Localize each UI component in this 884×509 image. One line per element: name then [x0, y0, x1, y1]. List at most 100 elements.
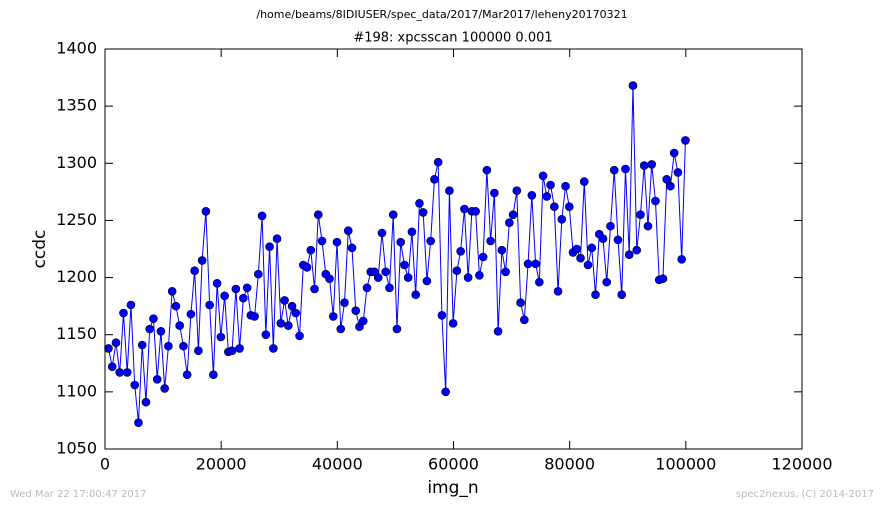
data-point	[400, 260, 409, 270]
data-point	[643, 221, 653, 231]
footer-right: spec2nexus, (C) 2014-2017	[736, 489, 874, 500]
data-point	[209, 370, 218, 380]
x-tick-label: 20000	[196, 455, 247, 474]
data-point	[306, 245, 316, 255]
data-point	[313, 210, 323, 220]
data-point	[598, 234, 608, 244]
data-point	[137, 340, 147, 350]
data-point	[422, 276, 432, 286]
data-point	[632, 245, 642, 255]
data-point	[171, 301, 181, 311]
x-tick-label: 120000	[771, 455, 832, 474]
plot-frame	[104, 48, 803, 450]
data-point	[182, 370, 192, 380]
data-point	[111, 338, 121, 348]
data-point	[553, 286, 563, 296]
data-point	[516, 298, 525, 308]
data-point	[115, 368, 125, 377]
data-point	[463, 273, 473, 282]
data-point	[310, 284, 319, 294]
data-point	[328, 312, 338, 321]
data-point	[186, 309, 196, 319]
data-point	[415, 198, 424, 208]
data-point	[673, 168, 683, 177]
y-tick-label: 1100	[56, 381, 97, 400]
data-point	[302, 262, 312, 272]
data-point	[336, 324, 346, 334]
data-point	[538, 171, 548, 181]
data-point	[220, 291, 229, 301]
data-point	[227, 346, 237, 356]
data-point	[437, 310, 447, 320]
data-point	[613, 235, 623, 245]
data-point	[669, 148, 679, 158]
data-point	[651, 196, 660, 206]
data-point	[190, 266, 199, 276]
data-point	[134, 418, 143, 428]
data-point	[317, 236, 327, 246]
data-point	[280, 296, 289, 305]
data-point	[149, 314, 158, 324]
data-point	[527, 190, 537, 200]
data-point	[621, 164, 630, 174]
data-point	[351, 306, 361, 316]
data-point	[579, 177, 589, 186]
chart-subtitle: #198: xpcsscan 100000 0.001	[353, 31, 552, 46]
data-point	[512, 186, 522, 196]
data-point	[194, 346, 203, 356]
data-point	[478, 252, 488, 262]
data-point	[636, 210, 645, 220]
x-tick-label: 80000	[544, 455, 595, 474]
data-point	[358, 316, 368, 326]
data-point	[426, 236, 435, 246]
data-point	[583, 260, 593, 270]
data-point	[396, 237, 406, 247]
data-point	[212, 278, 222, 288]
data-point	[617, 290, 627, 300]
data-point	[460, 204, 469, 214]
y-tick-label: 1400	[56, 39, 97, 58]
data-point	[456, 246, 465, 256]
data-point	[362, 283, 372, 293]
x-tick-label: 60000	[428, 455, 479, 474]
data-point	[175, 321, 184, 330]
data-point	[340, 298, 349, 308]
data-point	[418, 208, 428, 217]
data-point	[269, 344, 278, 353]
data-point	[677, 254, 686, 264]
data-point	[609, 165, 619, 175]
data-point	[647, 160, 657, 169]
data-point	[475, 270, 484, 280]
data-point	[276, 318, 286, 328]
data-point	[576, 253, 585, 263]
data-point	[164, 341, 173, 351]
data-point	[242, 283, 252, 293]
data-point	[535, 277, 544, 287]
data-point	[564, 202, 574, 212]
data-point	[152, 374, 162, 384]
data-point	[325, 274, 334, 284]
data-point	[145, 324, 154, 334]
y-tick-label: 1200	[56, 267, 97, 286]
y-tick-label: 1250	[56, 210, 97, 229]
data-point	[490, 188, 499, 198]
data-point	[167, 286, 177, 296]
data-point	[261, 330, 271, 340]
data-point	[497, 245, 507, 255]
data-point	[520, 315, 529, 325]
data-point	[254, 269, 263, 279]
data-point	[606, 221, 615, 231]
y-axis-label: ccdc	[30, 230, 50, 269]
data-point	[662, 174, 671, 184]
x-axis-label: img_n	[427, 478, 478, 498]
y-tick-label: 1350	[56, 96, 97, 115]
y-tick-label: 1050	[56, 439, 97, 458]
data-point	[441, 387, 450, 397]
data-point	[265, 242, 274, 252]
data-point	[377, 228, 387, 238]
data-point	[471, 206, 480, 216]
data-point	[602, 277, 612, 287]
data-point	[411, 290, 420, 300]
